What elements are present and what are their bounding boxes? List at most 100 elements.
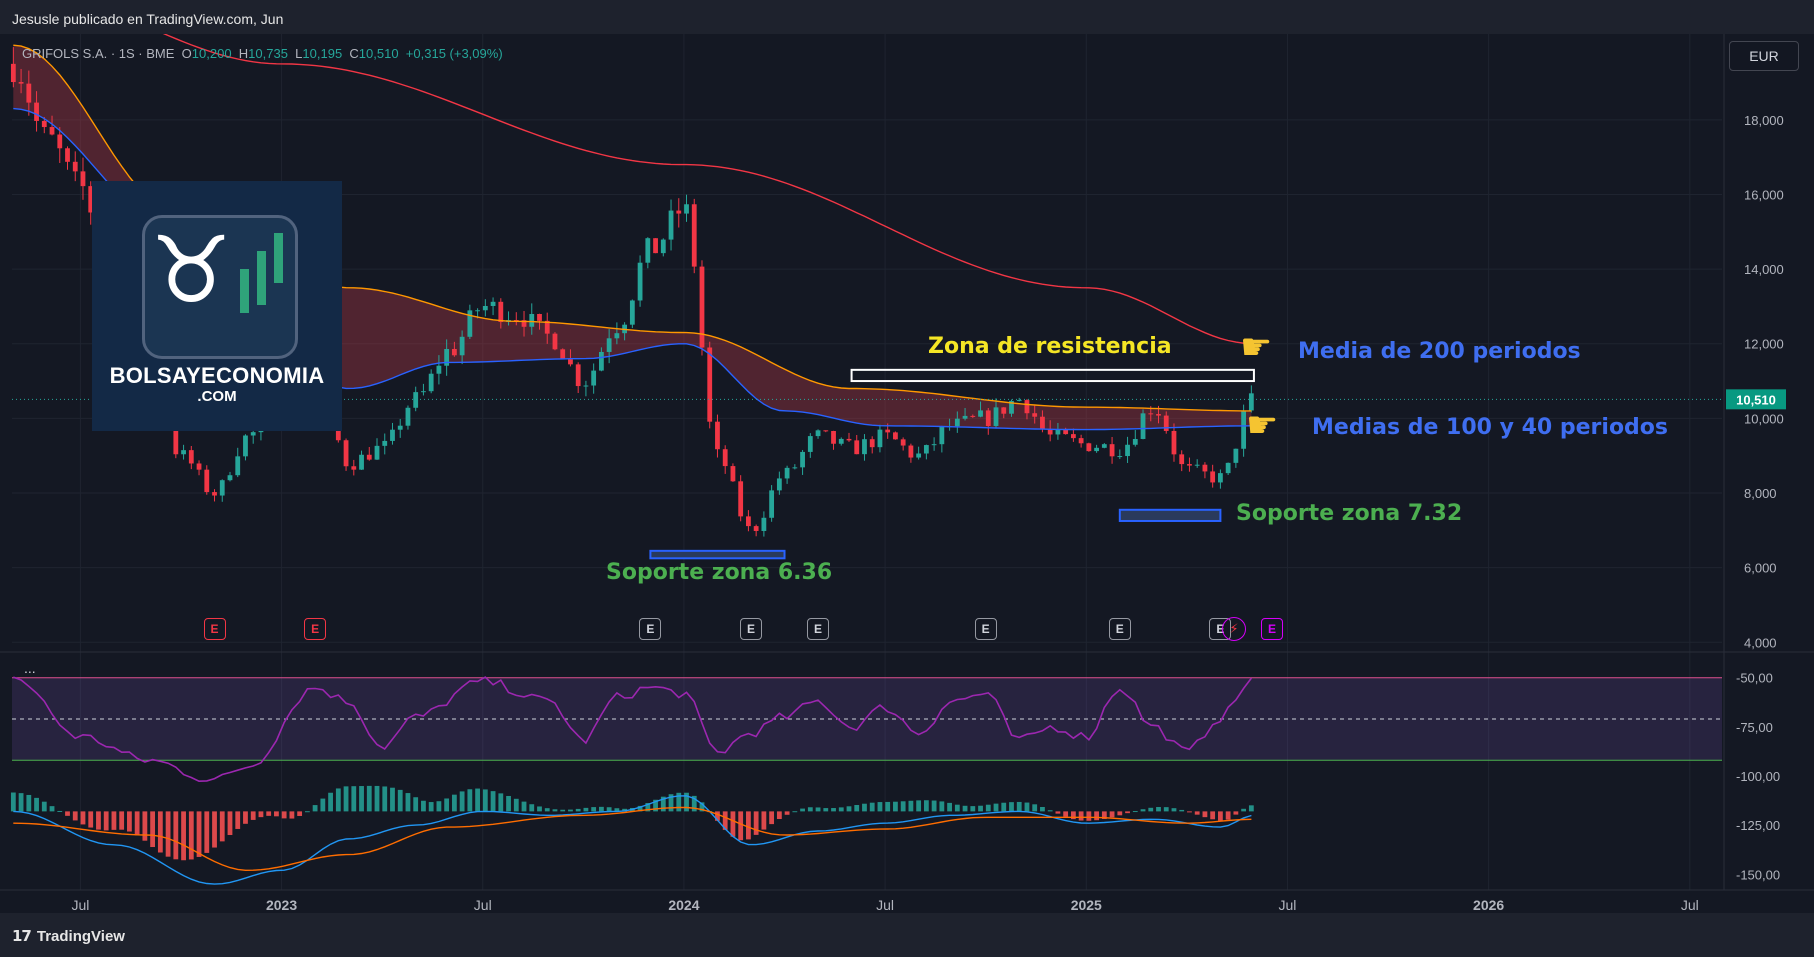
macd-histogram-bar: [993, 803, 999, 812]
candle: [366, 446, 372, 461]
osc-tick-label: -75,00: [1736, 720, 1773, 735]
macd-histogram-bar: [792, 811, 798, 813]
candle: [204, 465, 210, 495]
change-value: +0,315 (+3,09%): [405, 46, 503, 61]
macd-histogram-bar: [243, 811, 248, 824]
earnings-marker[interactable]: E: [974, 618, 997, 640]
bull-icon: ♉: [150, 217, 233, 324]
macd-histogram-bar: [1040, 806, 1045, 812]
candle: [807, 433, 813, 458]
macd-histogram-bar: [119, 811, 125, 830]
earnings-marker[interactable]: E: [639, 618, 662, 640]
macd-histogram-bar: [188, 811, 194, 860]
earnings-marker[interactable]: E: [1108, 618, 1131, 640]
time-tick-label: Jul: [71, 897, 89, 913]
macd-histogram-bar: [65, 811, 70, 816]
flash-icon[interactable]: ⚡: [1222, 617, 1246, 641]
macd-histogram-bar: [653, 799, 658, 812]
macd-histogram-bar: [227, 811, 233, 836]
candle: [181, 444, 186, 460]
macd-histogram-bar: [1125, 811, 1130, 814]
candle: [1248, 385, 1254, 413]
tradingview-brand[interactable]: 17 TradingView: [12, 927, 125, 945]
candle: [18, 68, 24, 94]
candle: [513, 312, 519, 326]
price-tick-label: 8,000: [1744, 486, 1777, 501]
publisher-text: Jesusle publicado en TradingView.com, Ju…: [12, 11, 284, 27]
rsi-pane: [12, 676, 1722, 783]
candle: [1210, 464, 1216, 488]
candle: [219, 479, 225, 502]
brand-label: TradingView: [36, 928, 125, 945]
candle: [374, 438, 380, 460]
candle: [65, 146, 70, 170]
candle: [985, 407, 991, 435]
macd-histogram-bar: [1086, 811, 1092, 821]
macd-histogram-bar: [1179, 809, 1185, 812]
candle: [869, 436, 875, 454]
candle: [1070, 428, 1076, 442]
indicator-menu-button[interactable]: ...: [24, 660, 36, 676]
candle: [1179, 450, 1185, 472]
earnings-marker[interactable]: E: [1261, 618, 1283, 640]
candle: [575, 362, 581, 394]
candle: [428, 369, 434, 394]
earnings-marker[interactable]: E: [203, 618, 226, 640]
macd-histogram-bar: [660, 796, 666, 812]
macd-histogram-bar: [34, 797, 39, 812]
close-label: C: [349, 46, 359, 61]
macd-histogram-bar: [831, 808, 836, 812]
bottom-bar: 17 TradingView: [0, 913, 1814, 957]
macd-histogram-bar: [893, 801, 898, 812]
time-tick-label: Jul: [474, 897, 492, 913]
candle: [467, 304, 473, 340]
macd-histogram-bar: [436, 801, 442, 812]
macd-histogram-bar: [800, 808, 805, 812]
earnings-marker[interactable]: E: [304, 618, 327, 640]
candle: [552, 332, 558, 351]
macd-histogram-bar: [1094, 811, 1099, 821]
candle: [761, 511, 767, 537]
macd-histogram-bar: [954, 804, 960, 812]
macd-histogram-bar: [80, 811, 86, 825]
earnings-marker[interactable]: E: [807, 618, 830, 640]
macd-histogram-bar: [157, 811, 163, 853]
macd-histogram-bar: [304, 811, 310, 813]
macd-histogram-bar: [1070, 811, 1076, 820]
macd-histogram-bar: [1225, 811, 1231, 820]
macd-histogram-bar: [846, 806, 852, 812]
macd-histogram-bar: [1063, 811, 1069, 817]
currency-button[interactable]: EUR: [1729, 41, 1799, 71]
candle: [645, 237, 651, 269]
time-tick-label: 2025: [1071, 897, 1102, 913]
macd-histogram-bar: [730, 811, 736, 837]
macd-histogram-bar: [753, 811, 759, 835]
macd-histogram-bar: [691, 795, 697, 812]
macd-histogram-bar: [722, 811, 728, 830]
macd-histogram-bar: [815, 807, 821, 812]
candle: [498, 298, 504, 329]
candle: [451, 341, 457, 357]
low-value: 10,195: [302, 46, 343, 61]
earnings-marker[interactable]: E: [739, 618, 762, 640]
candle: [598, 347, 604, 372]
macd-histogram-bar: [738, 811, 744, 841]
top-bar: Jesusle publicado en TradingView.com, Ju…: [0, 0, 1814, 34]
candle: [900, 437, 906, 451]
macd-histogram-bar: [1009, 802, 1014, 812]
candle: [521, 311, 527, 337]
macd-histogram-bar: [328, 792, 333, 812]
ma200-annotation: Media de 200 periodos: [1298, 339, 1581, 364]
price-tick-label: 4,000: [1744, 635, 1777, 650]
price-chart[interactable]: 4,000 6,000 8,000 10,000 12,000 14,000 16,000 1…: [0, 34, 1814, 913]
candle: [1194, 459, 1200, 468]
time-tick-label: Jul: [1681, 897, 1699, 913]
macd-histogram-bar: [668, 794, 674, 812]
candle: [41, 116, 47, 134]
candle: [753, 524, 759, 537]
open-value: 10,200: [191, 46, 232, 61]
macd-histogram-bar: [72, 811, 78, 821]
candle: [1032, 405, 1038, 424]
macd-histogram-bar: [219, 811, 225, 842]
macd-histogram-bar: [482, 789, 488, 812]
